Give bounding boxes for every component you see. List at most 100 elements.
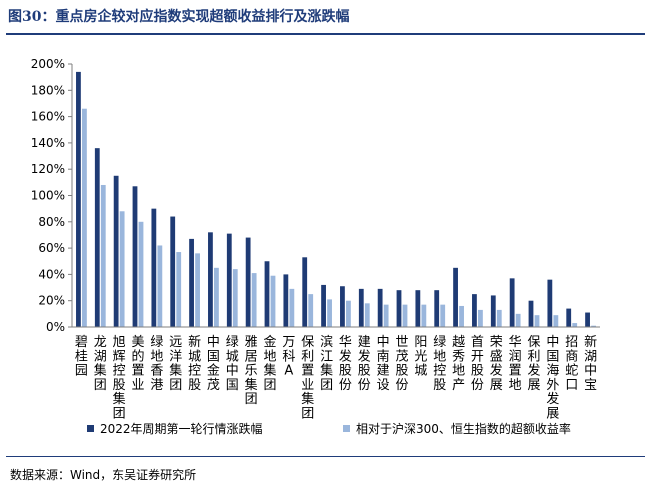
x-category-label: 建发股份 (358, 335, 371, 393)
x-category-label: 中国海外发展 (546, 335, 559, 422)
bar-series2 (496, 309, 502, 327)
bar-series1 (151, 208, 157, 327)
bar-series2 (289, 288, 295, 327)
x-category-label: 世茂股份 (395, 335, 408, 393)
bar-series1 (585, 312, 590, 327)
bar-series2 (421, 304, 427, 327)
bar-series1 (472, 294, 477, 327)
bar-series2 (346, 300, 351, 327)
bar-series2 (383, 304, 389, 327)
bar-series2 (478, 309, 483, 327)
bar-series1 (415, 290, 421, 327)
bar-series2 (251, 273, 257, 327)
y-tick-label: 100% (31, 189, 65, 203)
bar-series1 (528, 300, 534, 327)
x-category-label: 保利置业集团 (301, 335, 314, 422)
bar-series1 (453, 267, 458, 327)
bar-series1 (358, 288, 364, 327)
x-category-label: 保利发展 (527, 335, 540, 393)
x-category-label: 龙湖集团 (94, 335, 107, 393)
bar-series2 (553, 315, 559, 327)
x-category-label: 绿地控股 (433, 335, 446, 393)
x-axis: 碧桂园龙湖集团旭辉控股集团美的置业绿地香港远洋集团新城控股中国金茂绿城中国雅居乐… (72, 326, 600, 422)
x-category-label: 越秀地产 (452, 335, 465, 393)
bar-series2 (534, 315, 540, 327)
legend: 2022年周期第一轮行情涨跌幅 相对于沪深300、恒生指数的超额收益率 (87, 421, 571, 436)
bar-series1 (94, 148, 100, 327)
bar-series1 (245, 237, 251, 327)
bar-series2 (572, 323, 578, 327)
bar-series1 (208, 232, 213, 327)
x-category-label: 新城控股 (188, 334, 201, 393)
bar-series1 (490, 295, 496, 327)
bar-series2 (402, 304, 408, 327)
bar-series2 (308, 294, 314, 327)
bars (76, 71, 596, 328)
source-note: 数据来源：Wind，东吴证券研究所 (10, 468, 197, 482)
y-tick-label: 200% (31, 57, 65, 71)
bar-series2 (327, 299, 332, 327)
bar-series2 (119, 211, 125, 327)
y-tick-label: 80% (38, 215, 65, 229)
bar-series1 (189, 238, 194, 327)
x-category-label: 万科 A (282, 335, 295, 379)
bar-series2 (591, 325, 596, 327)
bar-series2 (515, 313, 521, 327)
bar-series2 (82, 108, 87, 328)
bar-series2 (138, 221, 144, 327)
y-tick-label: 60% (38, 241, 65, 255)
bar-series2 (176, 252, 182, 327)
bar-series1 (377, 288, 383, 327)
source-rule (6, 456, 645, 457)
x-category-label: 碧桂园 (75, 335, 88, 379)
bar-series1 (396, 290, 402, 327)
bar-series1 (566, 308, 572, 327)
bar-series1 (113, 175, 119, 327)
bar-series2 (459, 305, 464, 327)
bar-series1 (302, 257, 308, 327)
x-category-label: 阳光城 (414, 335, 427, 379)
x-category-label: 中国金茂 (207, 335, 220, 393)
x-category-label: 远洋集团 (169, 335, 182, 393)
y-tick-label: 140% (31, 136, 65, 150)
bar-series1 (76, 71, 81, 327)
figure-title: 图30：重点房企较对应指数实现超额收益排行及涨跌幅 (8, 9, 350, 25)
x-category-label: 美的置业 (131, 335, 144, 393)
bar-series1 (226, 233, 232, 327)
bar-series2 (157, 245, 163, 327)
bar-series2 (214, 267, 219, 327)
bar-series2 (232, 269, 238, 327)
y-tick-label: 120% (31, 162, 65, 176)
bar-series2 (195, 253, 200, 327)
x-category-label: 滨江集团 (320, 334, 333, 393)
x-category-label: 荣盛发展 (490, 335, 503, 393)
x-category-label: 绿地香港 (150, 335, 163, 393)
x-category-label: 金地集团 (263, 334, 276, 393)
x-category-label: 华发股份 (339, 335, 352, 393)
legend-swatch-series1 (87, 425, 94, 432)
y-tick-label: 180% (31, 83, 65, 97)
x-category-label: 绿城中国 (226, 335, 239, 393)
legend-label-series1: 2022年周期第一轮行情涨跌幅 (100, 421, 263, 436)
bar-series2 (100, 184, 106, 327)
y-tick-label: 160% (31, 110, 65, 124)
bar-series1 (340, 286, 345, 327)
bar-series2 (440, 304, 446, 327)
x-category-label: 中南建设 (377, 335, 390, 393)
x-category-label: 旭辉控股集团 (113, 335, 126, 422)
bar-series1 (283, 274, 289, 327)
bar-series1 (434, 290, 440, 327)
legend-label-series2: 相对于沪深300、恒生指数的超额收益率 (356, 421, 571, 436)
x-category-label: 首开股份 (471, 335, 484, 393)
x-category-label: 雅居乐集团 (245, 335, 258, 407)
bar-series2 (270, 275, 276, 327)
bar-series1 (509, 278, 515, 327)
x-category-label: 招商蛇口 (565, 335, 578, 393)
x-category-label: 新湖中宝 (584, 334, 597, 393)
bar-series1 (547, 279, 553, 327)
bar-series1 (132, 186, 138, 327)
bar-series1 (264, 261, 270, 327)
x-category-label: 华润置地 (509, 335, 522, 393)
y-axis: 0% 20% 40% 60% 80% 100% 120% 140% 160% 180% 200% (31, 57, 73, 334)
